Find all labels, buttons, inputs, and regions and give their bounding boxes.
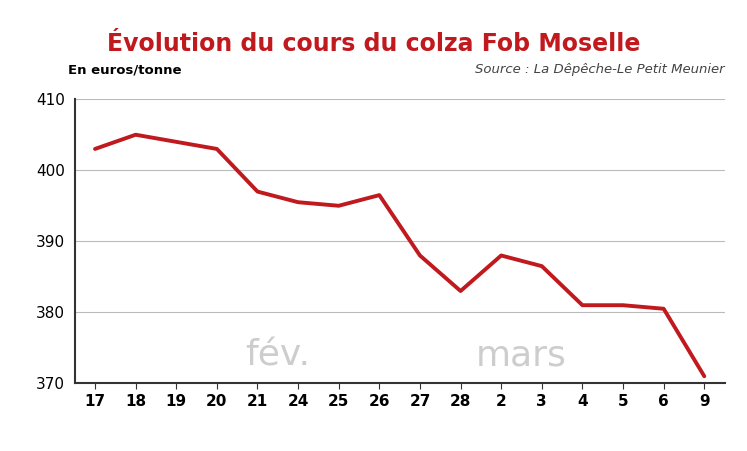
Text: mars: mars [476, 339, 567, 373]
Text: Évolution du cours du colza Fob Moselle: Évolution du cours du colza Fob Moselle [107, 32, 640, 55]
Text: En euros/tonne: En euros/tonne [68, 64, 182, 77]
Text: Source : La Dêpêche-Le Petit Meunier: Source : La Dêpêche-Le Petit Meunier [475, 64, 725, 77]
Text: fév.: fév. [245, 339, 310, 373]
